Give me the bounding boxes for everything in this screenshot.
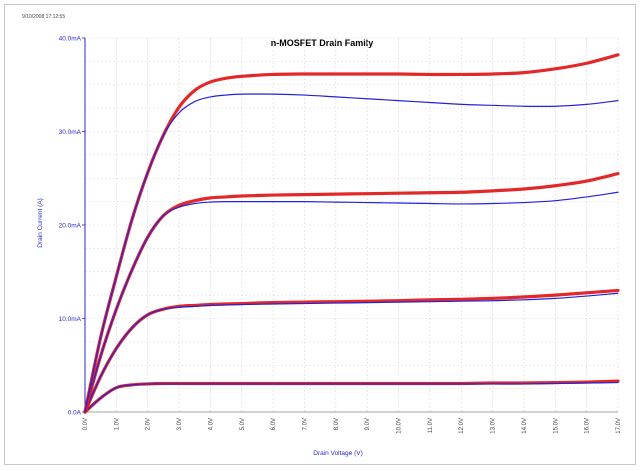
x-tick-label: 12.0V — [459, 418, 465, 434]
x-tick-label: 15.0V — [553, 418, 559, 434]
measured-curve-0 — [83, 379, 620, 414]
model-curve-0 — [84, 381, 619, 413]
x-tick-label: 10.0V — [397, 418, 403, 434]
x-axis-label: Drain Voltage (V) — [313, 450, 363, 457]
x-tick-label: 0.0V — [83, 418, 89, 430]
x-tick-label: 1.0V — [114, 418, 120, 430]
y-tick-label: 10.0mA — [59, 316, 82, 323]
x-tick-label: 3.0V — [177, 418, 183, 430]
y-tick-label: 40.0mA — [59, 36, 82, 43]
model-curve-2 — [84, 191, 619, 413]
y-tick-label: 0.0A — [68, 410, 82, 417]
x-tick-label: 16.0V — [585, 418, 591, 434]
chart-title: n-MOSFET Drain Family — [271, 38, 374, 48]
y-tick-label: 30.0mA — [59, 129, 82, 136]
x-tick-label: 2.0V — [146, 418, 152, 430]
y-axis-label: Drain Current (A) — [37, 198, 44, 247]
x-tick-label: 7.0V — [302, 418, 308, 430]
chart-frame — [4, 4, 636, 465]
model-curve-1 — [84, 292, 619, 413]
x-tick-label: 8.0V — [334, 418, 340, 430]
x-tick-label: 11.0V — [428, 418, 434, 433]
measured-curve-2 — [83, 171, 620, 414]
x-tick-label: 14.0V — [522, 418, 528, 434]
x-tick-label: 13.0V — [491, 418, 497, 434]
x-tick-label: 5.0V — [240, 418, 246, 430]
tick-labels: 0.0V 1.0V 2.0V 3.0V 4.0V 5.0V 6.0V 7.0V 8.0V 9.0V… — [59, 36, 622, 434]
model-curve-3 — [84, 93, 619, 413]
grid — [84, 37, 619, 413]
x-tick-label: 4.0V — [208, 418, 214, 430]
x-tick-label: 17.0V — [616, 418, 622, 434]
y-tick-label: 20.0mA — [59, 223, 82, 230]
x-tick-label: 6.0V — [271, 418, 277, 430]
timestamp: 9/10/2008 17:12:55 — [22, 14, 65, 20]
series-layer — [83, 53, 620, 414]
x-tick-label: 9.0V — [365, 418, 371, 430]
